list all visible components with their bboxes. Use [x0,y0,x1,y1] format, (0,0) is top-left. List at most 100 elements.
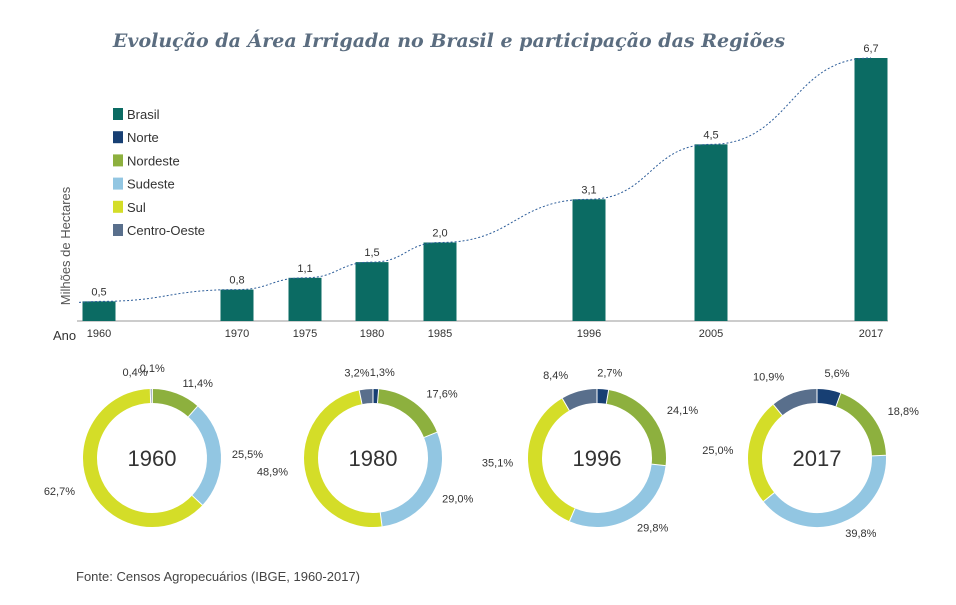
donut-slice-label: 62,7% [44,486,75,498]
donut-slice-label: 39,8% [845,528,876,540]
donut-slice-sul [304,390,383,527]
donut-1996: 2,7% 24,1% 29,8% 35,1% 8,4% 1996 [482,367,698,534]
bars-group: 0,5 1960 0,8 1970 1,1 1975 1,5 1980 2,0 1985 3,1 19… [78,43,888,340]
donut-slice-label: 3,2% [344,367,369,379]
donut-slice-label: 29,8% [637,522,668,534]
slice-separator [605,389,610,404]
x-tick-label: 1970 [225,328,249,340]
donut-slice-norte [596,389,609,404]
donut-slice-sudeste [763,455,886,527]
x-tick-label: 2005 [699,328,723,340]
donut-slice-label: 35,1% [482,458,513,470]
donut-slice-nordeste [835,393,886,457]
donut-slice-sul [83,389,203,527]
donut-year-label: 1996 [573,446,622,471]
x-tick-label: 1985 [428,328,452,340]
slice-separator [763,492,775,502]
slice-separator [773,404,783,416]
legend-swatch [113,131,123,144]
donut-slice-nordeste [606,389,666,466]
bar-value-label: 3,1 [581,184,596,196]
bar-1970 [220,289,254,321]
bar-value-label: 4,5 [703,129,718,141]
donut-slice-label: 25,5% [232,449,263,461]
bar-value-label: 0,5 [91,286,106,298]
legend: Brasil Norte Nordeste Sudeste Sul Centro-Oest… [113,107,205,238]
slice-separator [376,389,380,404]
slice-separator [651,463,666,467]
x-tick-label: 1960 [87,328,111,340]
bar-2017 [854,58,888,321]
donut-slice-nordeste [152,389,198,417]
donut-slice-label: 17,6% [426,389,457,401]
donut-slice-label: 48,9% [257,466,288,478]
donut-slice-label: 10,9% [753,372,784,384]
donut-charts: 0,1% 11,4% 25,5% 62,7% 0,4% 1960 1,3% 17,6% 29,0… [44,363,919,540]
slice-separator [423,431,438,438]
legend-label: Nordeste [127,153,180,168]
donut-slice-label: 1,3% [370,367,395,379]
slice-separator [358,390,363,405]
donut-slice-label: 18,8% [888,406,919,418]
donut-slice-label: 0,4% [122,367,147,379]
bar-1975 [288,277,322,321]
bar-2005 [694,144,728,321]
x-tick-label: 1980 [360,328,384,340]
x-tick-label: 1975 [293,328,317,340]
donut-slice-label: 25,0% [702,445,733,457]
trend-line [78,57,872,303]
donut-slice-label: 11,4% [182,378,213,390]
bar-value-label: 1,5 [364,247,379,259]
bar-1985 [423,242,457,321]
donut-2017: 5,6% 18,8% 39,8% 25,0% 10,9% 2017 [702,368,919,540]
x-tick-label: 2017 [859,328,883,340]
donut-slice-label: 2,7% [597,367,622,379]
x-tick-label: 1996 [577,328,601,340]
donut-slice-centro-oeste [359,389,374,405]
legend-label: Sudeste [127,177,175,192]
bar-value-label: 0,8 [229,275,244,287]
donut-slice-label: 8,4% [543,370,568,382]
slice-separator [835,393,842,407]
bar-1960 [82,301,116,321]
donut-slice-centro-oeste [773,389,818,416]
bar-value-label: 6,7 [863,43,878,55]
legend-label: Sul [127,200,146,215]
donut-slice-centro-oeste [562,389,598,411]
slice-separator [187,405,198,418]
donut-slice-sudeste [379,432,442,527]
donut-slice-sul [748,404,783,502]
donut-slice-label: 5,6% [824,368,849,380]
donut-slice-sul [528,398,576,522]
donut-slice-label: 24,1% [667,405,698,417]
donut-slice-sudeste [569,463,666,527]
legend-swatch [113,224,123,236]
slice-separator [871,454,886,457]
donut-slice-nordeste [377,389,437,438]
donut-1980: 1,3% 17,6% 29,0% 48,9% 3,2% 1980 [257,367,474,527]
donut-slice-label: 0,1% [140,363,165,375]
slice-separator [379,512,383,527]
bar-value-label: 1,1 [297,263,312,275]
slice-separator [568,508,576,522]
bar-chart: Milhões de Hectares Ano 0,5 1960 0,8 1970 1,… [53,43,888,343]
donut-slice-sudeste [188,406,221,506]
donut-slice-norte [816,389,841,407]
donut-year-label: 1960 [128,446,177,471]
legend-label: Centro-Oeste [127,223,205,238]
y-axis-label: Milhões de Hectares [58,186,73,305]
bar-1980 [355,262,389,321]
legend-swatch [113,154,123,167]
source-note: Fonte: Censos Agropecuários (IBGE, 1960-… [76,569,360,584]
donut-year-label: 1980 [349,446,398,471]
chart-title: Evolução da Área Irrigada no Brasil e pa… [112,29,785,52]
donut-slice-label: 29,0% [442,493,473,505]
bar-1996 [572,199,606,321]
legend-swatch [113,200,123,213]
slice-separator [191,495,203,506]
legend-swatch [113,177,123,190]
donut-1960: 0,1% 11,4% 25,5% 62,7% 0,4% 1960 [44,363,263,527]
bar-value-label: 2,0 [432,227,447,239]
legend-label: Norte [127,130,159,145]
